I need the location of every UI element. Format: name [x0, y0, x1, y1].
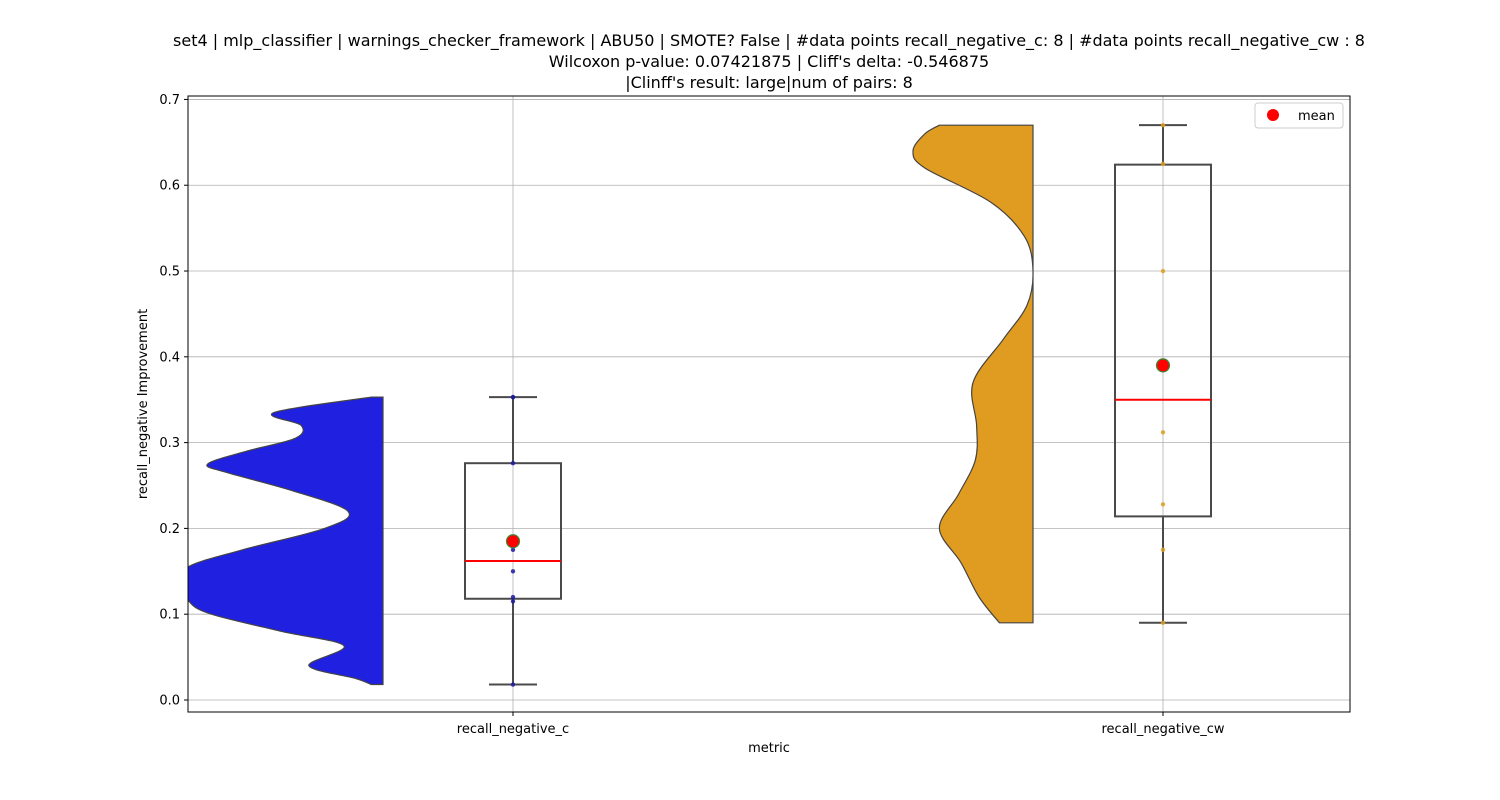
y-tick-label: 0.4 [159, 350, 180, 365]
series-recall_negative_cw [912, 122, 1212, 625]
data-point [1160, 161, 1166, 166]
legend-mean-label: mean [1298, 109, 1335, 124]
y-tick-label: 0.5 [159, 265, 180, 280]
plot-frame [187, 95, 1351, 713]
legend: mean [1254, 102, 1344, 129]
data-point [1160, 430, 1166, 435]
data-point [1160, 268, 1166, 274]
y-axis-label: recall_negative Improvement [136, 309, 151, 499]
data-point [510, 547, 516, 553]
y-tick-label: 0.3 [159, 436, 180, 451]
data-point [510, 594, 516, 600]
marks-layer [188, 122, 1212, 687]
x-axis-label: metric [748, 741, 790, 756]
legend-box [1254, 102, 1344, 129]
violin-recall_negative_c [188, 396, 384, 686]
data-point [510, 682, 516, 687]
title-line-3: |Clinff's result: large|num of pairs: 8 [625, 73, 913, 92]
y-tick-label: 0.0 [159, 693, 180, 708]
data-point [1160, 502, 1166, 507]
title-line-2: Wilcoxon p-value: 0.07421875 | Cliff's d… [549, 52, 989, 71]
x-tick-label: recall_negative_cw [1101, 722, 1224, 737]
data-point [1160, 547, 1166, 553]
mean-marker [505, 534, 521, 549]
violin-recall_negative_cw [912, 124, 1034, 624]
data-point [510, 394, 516, 400]
series-recall_negative_c [188, 394, 562, 687]
y-tick-label: 0.2 [159, 522, 180, 537]
y-tick-label: 0.6 [159, 179, 180, 194]
mean-marker [1155, 358, 1171, 373]
ticks-layer: 0.0 0.1 0.2 0.3 0.4 0.5 0.6 0.7 recall_negative_… [159, 93, 1225, 737]
x-tick-label: recall_negative_c [457, 722, 569, 737]
data-point [1160, 620, 1166, 625]
data-point [510, 460, 516, 466]
title-line-1: set4 | mlp_classifier | warnings_checker… [173, 31, 1365, 51]
legend-mean-marker [1267, 109, 1279, 121]
data-point [1160, 122, 1166, 128]
data-point [510, 569, 516, 574]
y-tick-label: 0.1 [159, 608, 180, 623]
data-point [510, 599, 516, 604]
chart-title: set4 | mlp_classifier | warnings_checker… [173, 31, 1365, 92]
y-tick-label: 0.7 [159, 93, 180, 108]
